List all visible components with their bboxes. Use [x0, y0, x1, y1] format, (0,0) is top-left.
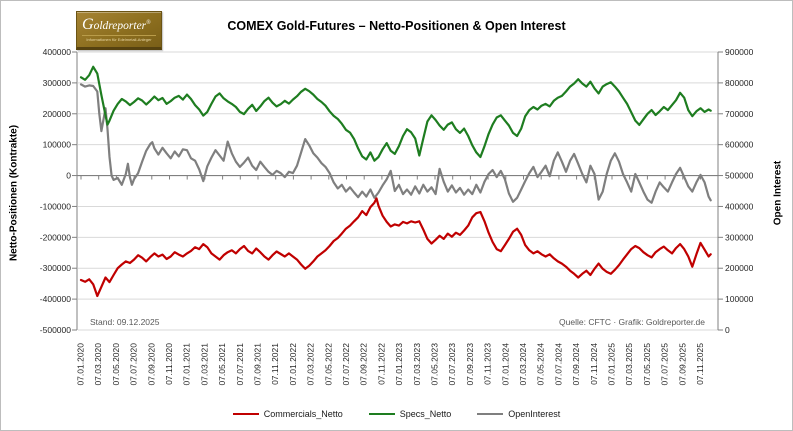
gridlines	[72, 51, 723, 331]
chart-title: COMEX Gold-Futures – Netto-Positionen & …	[227, 19, 566, 33]
right-axis-tick-label: 300000	[725, 232, 754, 242]
right-axis-tick-label: 0	[725, 325, 730, 335]
x-axis-tick-label: 07.07.2025	[660, 343, 670, 386]
series-line-openinterest	[79, 83, 712, 204]
x-axis-tick-label: 07.05.2020	[111, 343, 121, 386]
x-axis-tick-label: 07.09.2021	[253, 343, 263, 386]
x-axis-tick-label: 07.11.2024	[589, 343, 599, 385]
x-axis-tick-label: 07.05.2025	[642, 343, 652, 386]
left-axis-tick-label: -100000	[40, 201, 71, 211]
chart-legend: Commercials_Netto Specs_Netto OpenInterest	[0, 409, 793, 419]
x-axis-tick-label: 07.09.2023	[465, 343, 475, 386]
x-axis-tick-label: 07.07.2023	[447, 343, 457, 386]
x-axis-tick-label: 07.07.2021	[235, 343, 245, 386]
x-axis-tick-label: 07.11.2025	[695, 343, 705, 385]
x-axis-tick-label: 07.01.2024	[500, 343, 510, 386]
legend-swatch-line	[368, 413, 395, 415]
left-axis-tick-label: 0	[66, 171, 71, 181]
legend-label: OpenInterest	[508, 409, 561, 419]
left-axis-tick-label: -200000	[40, 232, 71, 242]
registered-mark-icon: ®	[146, 20, 151, 26]
left-axis-tick-label: -300000	[40, 263, 71, 273]
x-axis-tick-label: 07.01.2020	[76, 343, 86, 386]
x-axis-tick-label: 07.01.2023	[394, 343, 404, 386]
right-axis-tick-label: 500000	[725, 171, 754, 181]
right-axis-tick-label: 900000	[725, 47, 754, 57]
x-axis-tick-label: 07.03.2021	[199, 343, 209, 386]
x-axis-tick-label: 07.09.2022	[359, 343, 369, 386]
x-axis-tick-label: 07.03.2023	[412, 343, 422, 386]
right-axis-tick-label: 700000	[725, 109, 754, 119]
x-axis-tick-label: 07.11.2020	[164, 343, 174, 385]
x-axis-tick-label: 07.07.2022	[341, 343, 351, 386]
x-axis-tick-label: 07.05.2021	[217, 343, 227, 386]
x-axis-tick-label: 07.07.2020	[129, 343, 139, 386]
x-axis-tick-label: 07.11.2021	[270, 343, 280, 385]
logo-rest: oldreporter	[93, 19, 147, 32]
x-axis-tick-label: 07.07.2024	[553, 343, 563, 386]
x-axis-labels: 07.01.2020 07.03.2020 07.05.2020 07.07.2020…	[76, 175, 705, 386]
left-axis-tick-label: -400000	[40, 294, 71, 304]
left-axis-tick-label: -500000	[40, 325, 71, 335]
x-axis-tick-label: 07.01.2025	[607, 343, 617, 386]
left-axis-tick-label: 200000	[43, 109, 72, 119]
legend-label: Commercials_Netto	[263, 409, 343, 419]
logo-brand-text: Goldreporter®	[82, 15, 156, 33]
x-axis-tick-label: 07.05.2024	[536, 343, 546, 386]
right-axis-tick-label: 200000	[725, 263, 754, 273]
legend-item-commercials_netto: Commercials_Netto	[232, 409, 343, 419]
legend-item-openinterest: OpenInterest	[477, 409, 560, 419]
x-axis-tick-label: 07.01.2022	[288, 343, 298, 386]
legend-item-specs_netto: Specs_Netto	[368, 409, 452, 419]
legend-swatch-line	[477, 413, 504, 415]
series-line-commercials_netto	[79, 197, 712, 298]
goldreporter-logo: Goldreporter® Informationen für Edelmeta…	[76, 11, 162, 50]
x-axis-tick-label: 07.03.2020	[93, 343, 103, 386]
right-axis-tick-label: 800000	[725, 78, 754, 88]
x-axis-tick-label: 07.11.2023	[483, 343, 493, 385]
x-axis-tick-label: 07.11.2022	[376, 343, 386, 385]
x-axis-tick-label: 07.05.2022	[323, 343, 333, 386]
x-axis-tick-label: 07.09.2020	[146, 343, 156, 386]
logo-tagline: Informationen für Edelmetall-Anleger	[82, 34, 156, 42]
right-axis-tick-label: 600000	[725, 140, 754, 150]
left-axis-tick-label: 300000	[43, 78, 72, 88]
x-axis-tick-label: 07.05.2023	[430, 343, 440, 386]
left-axis-tick-label: 400000	[43, 47, 72, 57]
left-axis-tick-label: 100000	[43, 140, 72, 150]
right-axis-tick-label: 400000	[725, 201, 754, 211]
x-axis-tick-label: 07.01.2021	[182, 343, 192, 386]
stand-annotation: Stand: 09.12.2025	[90, 317, 160, 327]
legend-swatch-line	[232, 413, 259, 415]
logo-initial: G	[82, 15, 94, 33]
series-line-specs_netto	[79, 65, 712, 162]
x-axis-tick-label: 07.03.2024	[518, 343, 528, 386]
y-axis-labels: 400000 900000 300000 800000 200000 700000 1000…	[40, 47, 754, 335]
source-annotation: Quelle: CFTC · Grafik: Goldreporter.de	[559, 317, 705, 327]
x-axis-tick-label: 07.03.2022	[306, 343, 316, 386]
x-axis-tick-label: 07.03.2025	[624, 343, 634, 386]
x-axis-tick-label: 07.09.2025	[677, 343, 687, 386]
x-axis-tick-label: 07.09.2024	[571, 343, 581, 386]
legend-label: Specs_Netto	[399, 409, 452, 419]
right-axis-tick-label: 100000	[725, 294, 754, 304]
